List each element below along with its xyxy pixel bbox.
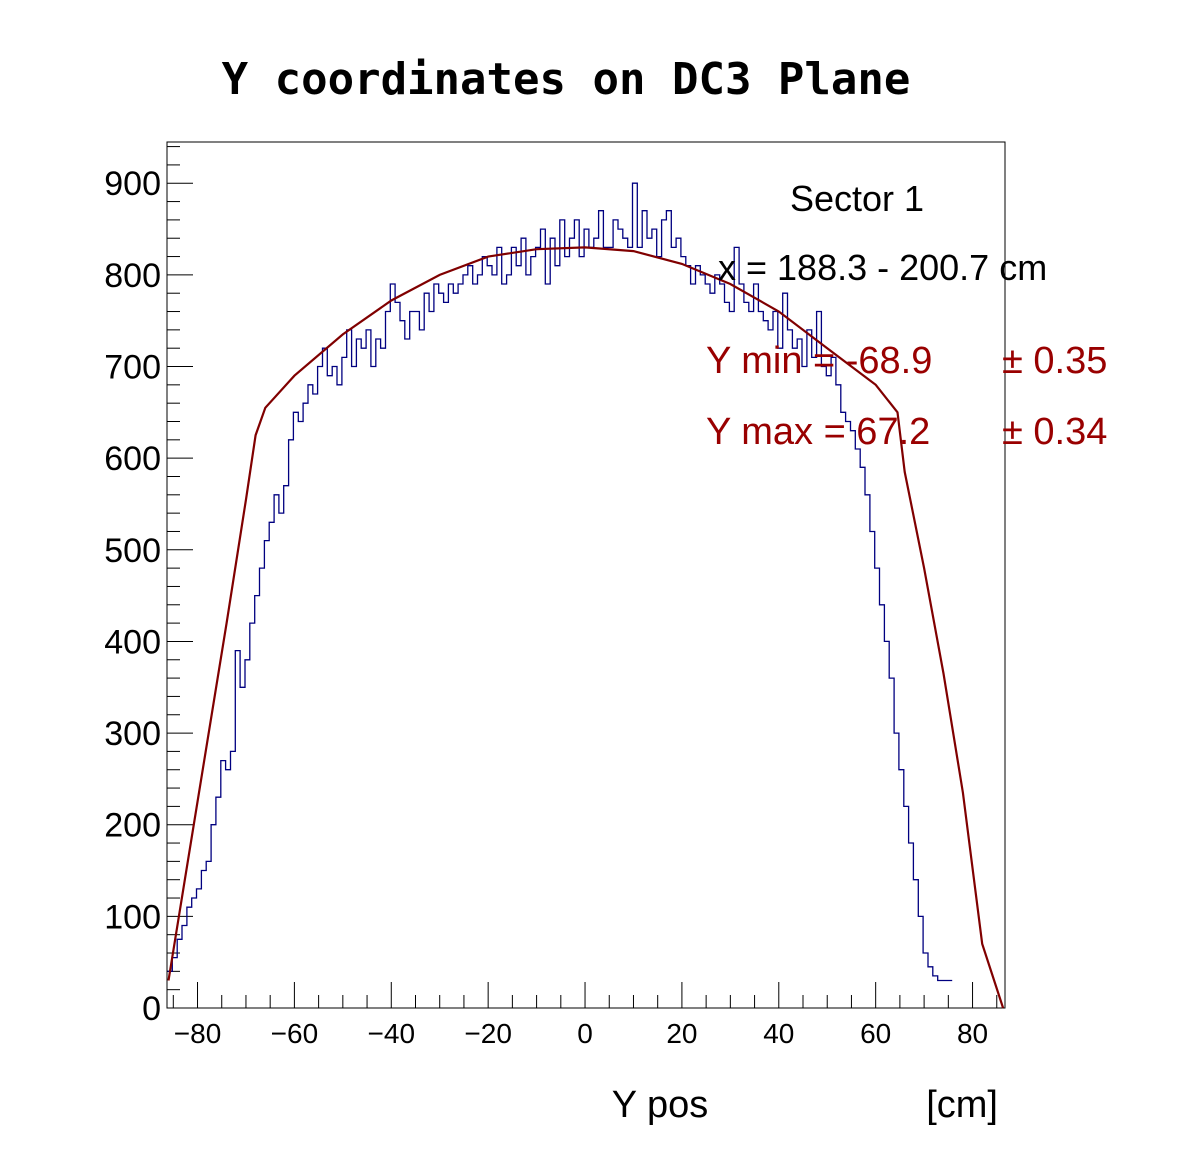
y-min-fit-error: ± 0.35 [1002, 340, 1107, 382]
x-tick-label: 60 [860, 1018, 891, 1049]
histogram-series [167, 182, 953, 982]
y-tick-label: 100 [104, 898, 161, 936]
y-max-fit-error: ± 0.34 [1002, 411, 1107, 453]
x-range-label: x = 188.3 - 200.7 cm [718, 247, 1047, 288]
x-tick-label: −20 [464, 1018, 512, 1049]
y-axis-tick-labels: 0 100 200 300 400 500 600 700 800 900 [104, 165, 161, 1028]
sector-label: Sector 1 [790, 178, 924, 219]
y-tick-label: 300 [104, 715, 161, 753]
y-tick-label: 0 [142, 990, 161, 1028]
y-tick-label: 600 [104, 440, 161, 478]
y-tick-label: 800 [104, 257, 161, 295]
y-tick-label: 700 [104, 349, 161, 387]
fit-curve [167, 246, 1005, 1009]
x-axis-title: Y pos [612, 1084, 708, 1126]
x-axis-unit: [cm] [926, 1084, 998, 1126]
x-tick-label: 0 [577, 1018, 593, 1049]
y-tick-label: 500 [104, 532, 161, 570]
x-tick-label: 20 [666, 1018, 697, 1049]
x-tick-label: 80 [957, 1018, 988, 1049]
x-tick-label: 40 [763, 1018, 794, 1049]
y-tick-label: 900 [104, 165, 161, 203]
x-tick-label: −60 [271, 1018, 319, 1049]
y-axis-ticks [167, 146, 193, 1009]
y-tick-label: 400 [104, 623, 161, 661]
x-axis-ticks [172, 982, 998, 1008]
x-tick-label: −40 [368, 1018, 416, 1049]
chart-title: Y coordinates on DC3 Plane [222, 54, 911, 105]
x-axis-tick-labels: −80 −60 −40 −20 0 20 40 60 80 [174, 1018, 988, 1049]
y-max-fit-label: Y max = 67.2 [706, 411, 930, 453]
x-tick-label: −80 [174, 1018, 222, 1049]
plot-frame [166, 141, 1006, 1009]
y-min-fit-label: Y min = -68.9 [706, 340, 932, 382]
y-tick-label: 200 [104, 807, 161, 845]
